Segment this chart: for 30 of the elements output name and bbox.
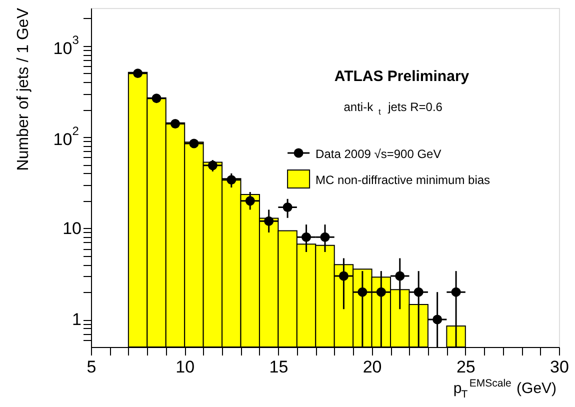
point (133, 68, 143, 78)
x-tick-label: 30 (550, 358, 569, 376)
point (152, 94, 162, 104)
x-tick-label: 15 (269, 358, 288, 376)
y-tick-label: 10 (62, 218, 82, 238)
point (282, 202, 292, 212)
point (245, 196, 255, 206)
point (432, 314, 442, 324)
x-tick-label: 10 (176, 358, 195, 376)
point (338, 271, 348, 281)
annotation: ATLAS Preliminary (334, 68, 470, 85)
x-tick-label: 20 (362, 358, 382, 376)
point (358, 287, 368, 297)
point (189, 138, 199, 148)
point (226, 175, 236, 185)
x-tick-label: 25 (456, 358, 476, 376)
point (414, 287, 424, 297)
legend-label: Data 2009 √s=900 GeV (316, 147, 442, 161)
x-tick-label: 5 (86, 358, 96, 376)
legend-label: MC non-diffractive minimum bias (316, 173, 490, 187)
point (170, 119, 180, 128)
y-axis-title: Number of jets / 1 GeV (15, 8, 32, 171)
point (320, 232, 330, 242)
point (208, 160, 218, 170)
point (395, 271, 405, 281)
point (264, 216, 274, 226)
point (376, 287, 386, 297)
y-tick-label: 1 (72, 310, 82, 330)
point (302, 232, 312, 242)
point (451, 287, 461, 297)
